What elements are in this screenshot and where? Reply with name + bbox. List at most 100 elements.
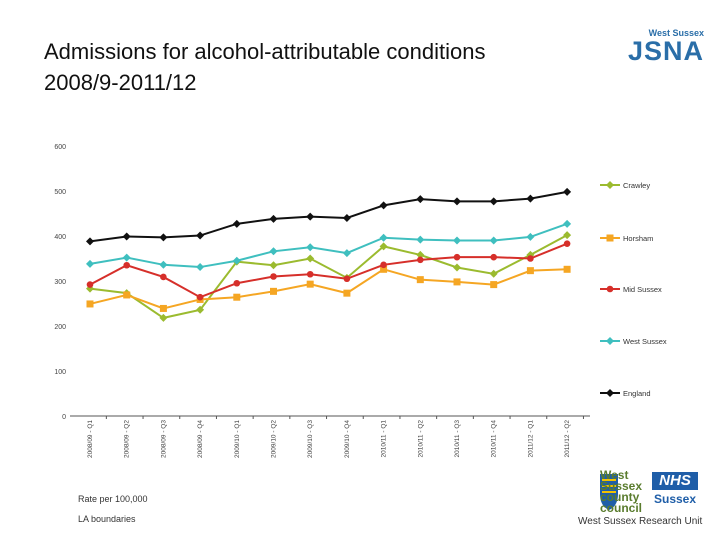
series-line-west-sussex <box>89 222 568 269</box>
data-point-crawley <box>159 313 168 322</box>
x-tick-label: 2010/11 - Q2 <box>417 420 424 458</box>
data-point-horsham <box>159 304 167 312</box>
data-point-horsham <box>453 278 461 286</box>
legend-marker-horsham <box>606 234 614 242</box>
data-point-england <box>489 197 498 206</box>
legend-marker-crawley <box>606 181 614 189</box>
y-tick-label: 500 <box>54 189 66 196</box>
data-point-west-sussex <box>122 253 131 262</box>
data-point-mid-sussex <box>380 261 387 269</box>
data-point-mid-sussex <box>196 293 204 301</box>
data-point-mid-sussex <box>527 255 534 262</box>
y-tick-label: 200 <box>54 324 66 331</box>
data-point-crawley <box>306 254 315 263</box>
data-point-england <box>563 187 572 196</box>
data-point-england <box>232 219 241 228</box>
data-point-crawley <box>196 305 205 314</box>
data-point-horsham <box>270 287 277 295</box>
data-point-crawley <box>269 261 278 270</box>
data-point-horsham <box>123 291 131 299</box>
line-chart: 0 100 200 300 400 500 600 2008/09 - Q1 2008/09 -… <box>54 144 667 458</box>
nhs-logo: NHS <box>652 472 698 490</box>
data-point-west-sussex <box>563 219 572 228</box>
data-point-mid-sussex <box>270 273 277 280</box>
data-point-england <box>269 214 278 223</box>
legend-label-horsham: Horsham <box>623 234 653 243</box>
x-tick-label: 2009/10 - Q3 <box>307 420 314 458</box>
data-point-west-sussex <box>526 232 535 241</box>
data-point-west-sussex <box>453 236 461 245</box>
boundaries-note: LA boundaries <box>78 514 136 524</box>
series-line-england <box>89 190 568 243</box>
x-tick-label: 2011/12 - Q1 <box>527 420 534 458</box>
data-point-england <box>159 233 168 242</box>
series-line-horsham <box>89 268 568 310</box>
data-point-west-sussex <box>86 259 94 268</box>
x-tick-label: 2010/11 - Q1 <box>381 420 388 458</box>
data-point-crawley <box>416 250 425 259</box>
council-crest-icon <box>600 474 618 510</box>
data-point-horsham <box>416 276 424 284</box>
x-tick-label: 2009/10 - Q1 <box>234 420 241 458</box>
data-point-england <box>526 194 535 203</box>
x-tick-label: 2010/11 - Q4 <box>491 420 498 458</box>
data-point-horsham <box>380 265 388 273</box>
data-point-england <box>379 201 388 210</box>
data-point-horsham <box>86 300 94 308</box>
data-point-crawley <box>453 263 461 272</box>
data-point-mid-sussex <box>123 261 130 269</box>
data-point-west-sussex <box>196 263 205 272</box>
legend-label-mid-sussex: Mid Sussex <box>623 285 662 294</box>
data-point-crawley <box>379 242 388 251</box>
jsna-logo-big-text: JSNA <box>628 36 705 66</box>
legend-label-england: England <box>623 389 651 398</box>
jsna-logo-small-text: West Sussex <box>648 28 705 38</box>
data-point-west-sussex <box>232 256 241 265</box>
series-line-crawley <box>89 234 568 319</box>
x-tick-label: 2010/11 - Q3 <box>454 420 461 458</box>
data-point-mid-sussex <box>563 240 571 247</box>
x-tick-label: 2008/09 - Q2 <box>124 420 131 458</box>
data-point-west-sussex <box>489 236 498 245</box>
x-tick-label: 2009/10 - Q4 <box>344 420 351 458</box>
legend-label-west-sussex: West Sussex <box>623 337 667 346</box>
research-unit-label: West Sussex Research Unit <box>578 516 703 527</box>
data-point-horsham <box>526 267 534 275</box>
x-tick-label: 2008/09 - Q3 <box>160 420 167 458</box>
data-point-horsham <box>563 265 571 273</box>
series-line-mid-sussex <box>89 242 568 299</box>
y-tick-label: 400 <box>54 234 66 241</box>
x-tick-label: 2011/12 - Q2 <box>564 420 571 458</box>
jsna-logo: West Sussex JSNA <box>628 28 705 66</box>
data-point-west-sussex <box>159 260 168 269</box>
data-point-mid-sussex <box>343 275 351 283</box>
nhs-sussex-text: Sussex <box>654 492 697 506</box>
legend-marker-england <box>606 389 614 397</box>
data-point-west-sussex <box>379 233 388 242</box>
data-point-west-sussex <box>269 247 278 256</box>
data-point-mid-sussex <box>233 279 241 287</box>
data-point-horsham <box>233 293 241 301</box>
data-point-mid-sussex <box>86 281 94 288</box>
council-name: West Sussex county council <box>600 468 643 515</box>
data-point-horsham <box>343 289 351 297</box>
title-line-1: Admissions for alcohol-attributable cond… <box>44 39 486 64</box>
data-point-west-sussex <box>416 235 425 244</box>
data-point-crawley <box>563 231 572 240</box>
data-point-mid-sussex <box>417 256 424 264</box>
data-point-mid-sussex <box>453 253 461 261</box>
data-point-mid-sussex <box>160 273 167 281</box>
y-tick-label: 100 <box>54 369 66 376</box>
x-tick-label: 2008/09 - Q4 <box>197 420 204 458</box>
y-tick-label: 600 <box>54 144 66 151</box>
legend-marker-west-sussex <box>606 337 614 345</box>
data-point-england <box>122 232 131 241</box>
data-point-england <box>416 195 425 204</box>
data-point-england <box>196 231 205 240</box>
x-tick-label: 2008/09 - Q1 <box>87 420 94 458</box>
legend-marker-mid-sussex <box>606 285 614 293</box>
data-point-horsham <box>306 280 314 288</box>
data-point-england <box>86 237 94 246</box>
rate-note: Rate per 100,000 <box>78 494 148 504</box>
data-point-west-sussex <box>342 249 351 258</box>
